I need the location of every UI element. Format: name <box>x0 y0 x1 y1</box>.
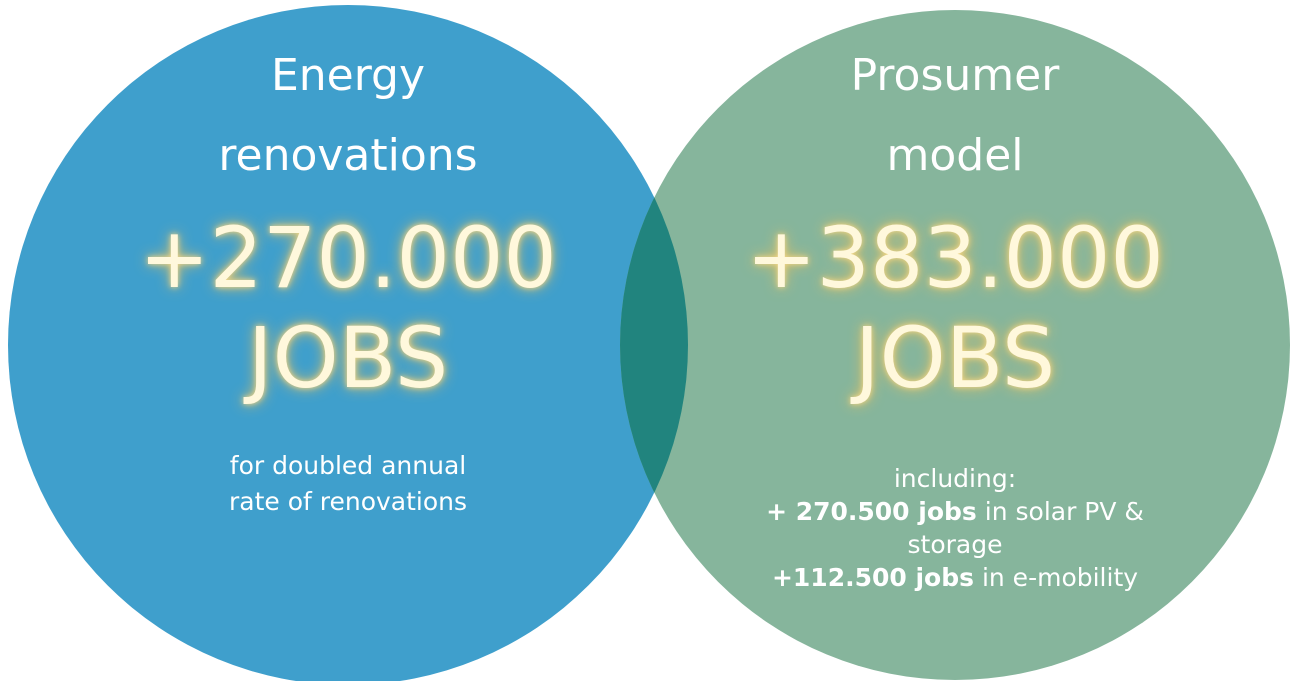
text: for doubled annual <box>229 451 467 480</box>
title-line: renovations <box>218 130 478 181</box>
text: + 270.500 jobs <box>766 497 977 526</box>
circle-text: Prosumer model +383.000 JOBS including: + 270… <box>655 0 1255 594</box>
description: for doubled annual rate of renovations <box>48 448 648 520</box>
description-line: storage <box>655 528 1255 561</box>
title-line: Energy <box>270 50 426 101</box>
text: in solar PV & <box>976 497 1144 526</box>
circle <box>8 5 688 681</box>
unit: JOBS <box>247 309 449 407</box>
title: Prosumer model <box>655 36 1255 196</box>
unit: JOBS <box>854 309 1056 407</box>
description-line: including: <box>655 462 1255 495</box>
description-line: +112.500 jobs in e-mobility <box>655 561 1255 594</box>
text: rate of renovations <box>228 487 468 516</box>
description-line: rate of renovations <box>48 484 648 520</box>
description-line: + 270.500 jobs in solar PV & <box>655 495 1255 528</box>
text: storage <box>907 530 1003 559</box>
circle-text: Energy renovations +270.000 JOBS for doubled… <box>48 0 648 520</box>
text: in e-mobility <box>974 563 1139 592</box>
figure: +383.000 <box>746 209 1164 307</box>
description-line: for doubled annual <box>48 448 648 484</box>
description: including: + 270.500 jobs in solar PV & st… <box>655 462 1255 594</box>
text: including: <box>893 464 1017 493</box>
circle <box>620 10 1290 680</box>
title-line: model <box>886 130 1024 181</box>
title-line: Prosumer <box>850 50 1060 101</box>
text: +112.500 jobs <box>771 563 974 592</box>
figure: +270.000 <box>139 209 557 307</box>
title: Energy renovations <box>48 36 648 196</box>
